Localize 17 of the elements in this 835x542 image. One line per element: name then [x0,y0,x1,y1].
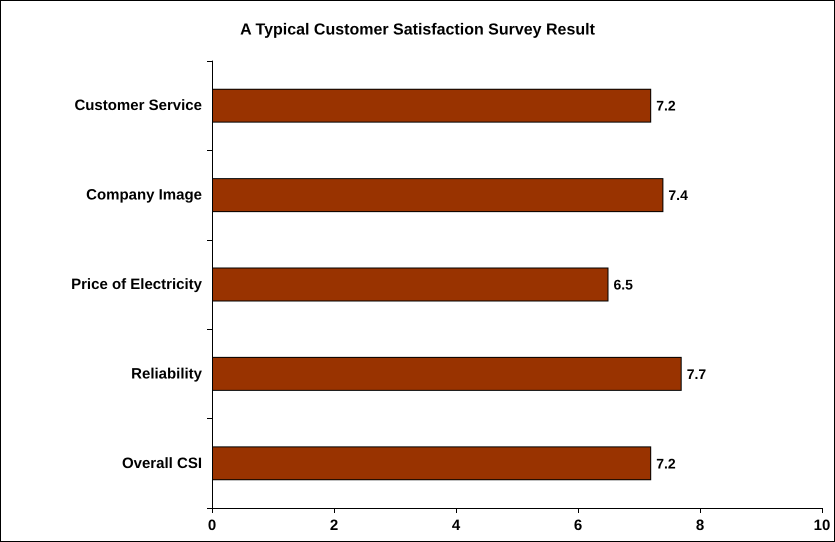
data-label: 7.2 [656,455,676,472]
chart-title: A Typical Customer Satisfaction Survey Result [240,22,596,38]
x-tick-label: 10 [814,517,830,534]
y-tick-label: Customer Service [74,97,202,114]
data-label: 7.2 [656,98,676,114]
y-tick-label: Price of Electricity [71,276,203,293]
x-tick-label: 4 [452,517,461,534]
y-tick-label: Company Image [86,186,202,204]
y-tick-label: Overall CSI [122,454,202,472]
x-tick-label: 2 [330,517,338,534]
data-label: 7.4 [668,187,688,204]
x-tick-label: 6 [574,517,582,534]
x-tick-label: 8 [696,517,704,534]
data-label: 7.7 [686,366,706,382]
x-tick-label: 0 [208,517,216,534]
data-label: 6.5 [614,276,634,292]
y-tick-label: Reliability [131,365,203,382]
